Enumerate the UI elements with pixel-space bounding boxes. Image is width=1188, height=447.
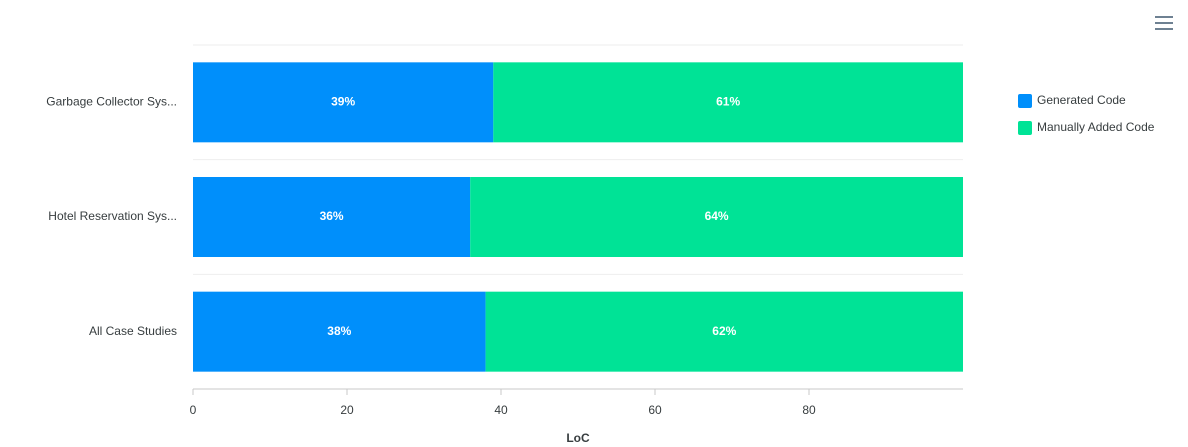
- bar-segment: [193, 177, 471, 257]
- data-label: 39%: [331, 95, 355, 109]
- bar-segment: [470, 177, 963, 257]
- y-tick-label: Garbage Collector Sys...: [46, 95, 177, 109]
- legend-marker: [1018, 121, 1032, 135]
- x-tick-label: 20: [340, 403, 354, 417]
- data-label: 62%: [712, 324, 736, 338]
- bar-segment: [193, 291, 486, 372]
- data-label: 36%: [320, 209, 344, 223]
- legend-label: Generated Code: [1037, 93, 1126, 107]
- data-label: 61%: [716, 95, 740, 109]
- bar-segment: [493, 62, 963, 143]
- data-label: 38%: [327, 324, 351, 338]
- x-axis-title: LoC: [566, 431, 590, 445]
- bar-segment: [193, 62, 494, 143]
- x-tick-label: 40: [494, 403, 508, 417]
- menu-icon[interactable]: [1155, 16, 1173, 30]
- data-label: 64%: [705, 209, 729, 223]
- y-tick-label: Hotel Reservation Sys...: [48, 209, 177, 223]
- legend-label: Manually Added Code: [1037, 120, 1155, 134]
- x-tick-label: 60: [648, 403, 662, 417]
- x-tick-label: 80: [802, 403, 816, 417]
- bar-segment: [485, 291, 963, 372]
- x-tick-label: 0: [190, 403, 197, 417]
- legend-marker: [1018, 94, 1032, 108]
- y-tick-label: All Case Studies: [89, 324, 177, 338]
